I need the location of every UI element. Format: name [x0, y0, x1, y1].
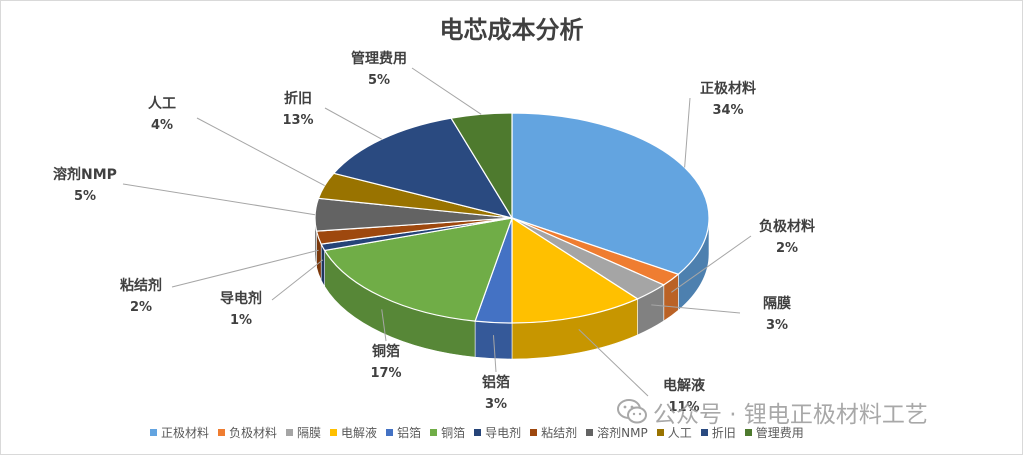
slice-label-人工: 人工	[148, 95, 176, 112]
legend-label: 电解液	[341, 425, 378, 440]
legend-item-粘结剂: 粘结剂	[530, 424, 577, 441]
slice-pct-正极材料: 34%	[712, 103, 743, 118]
pie-top	[314, 112, 710, 324]
leader-line-电解液	[578, 329, 649, 397]
leader-line-折旧	[324, 107, 382, 140]
leader-line-铜箔	[381, 309, 387, 342]
legend-label: 折旧	[711, 425, 736, 440]
slice-label-铜箔: 铜箔	[372, 343, 400, 360]
leader-line-铝箔	[492, 335, 497, 373]
legend-item-人工: 人工	[656, 424, 692, 441]
legend-swatch	[330, 428, 338, 436]
pie-slice-电解液	[511, 216, 639, 324]
slice-label-负极材料: 负极材料	[759, 218, 815, 235]
legend-label: 隔膜	[297, 425, 322, 440]
slice-pct-负极材料: 2%	[776, 241, 798, 256]
legend-swatch	[286, 428, 294, 436]
legend-label: 负极材料	[229, 425, 278, 440]
leader-line-负极材料	[671, 235, 752, 293]
slice-pct-铜箔: 17%	[370, 366, 401, 381]
leader-line-溶剂NMP	[122, 183, 316, 216]
legend-label: 溶剂NMP	[597, 425, 648, 440]
legend-swatch	[430, 428, 438, 436]
leader-line-隔膜	[651, 304, 741, 314]
pie-slice-铜箔	[323, 217, 513, 322]
slice-label-溶剂NMP: 溶剂NMP	[53, 166, 117, 183]
leader-line-人工	[196, 117, 325, 186]
leader-lines	[122, 67, 752, 397]
legend-label: 粘结剂	[541, 425, 578, 440]
legend-label: 人工	[667, 425, 692, 440]
slice-pct-电解液: 11%	[668, 400, 699, 415]
legend-label: 正极材料	[161, 425, 210, 440]
slice-label-折旧: 折旧	[284, 90, 312, 107]
watermark-text: 公众号 · 锂电正极材料工艺	[653, 402, 928, 428]
wechat-icon	[617, 399, 647, 424]
slice-label-导电剂: 导电剂	[220, 290, 262, 307]
legend-label: 导电剂	[485, 425, 522, 440]
legend-item-溶剂NMP: 溶剂NMP	[586, 424, 648, 441]
slice-labels: 正极材料 34% 负极材料 2% 隔膜 3% 电解液 11% 铝箔 3% 铜箔 17% 导电剂 1% 粘结剂…	[53, 50, 815, 415]
legend-label: 铝箔	[397, 425, 422, 440]
legend-swatch	[474, 428, 482, 436]
legend-swatch	[530, 428, 538, 436]
slice-pct-溶剂NMP: 5%	[74, 189, 96, 204]
legend-swatch	[218, 428, 226, 436]
slice-pct-导电剂: 1%	[230, 313, 252, 328]
legend-swatch	[386, 428, 394, 436]
legend-swatch	[656, 428, 664, 436]
pie-sides	[314, 217, 710, 360]
pie-slice-折旧	[332, 117, 514, 219]
legend-label: 管理费用	[755, 425, 804, 440]
slice-pct-铝箔: 3%	[485, 397, 507, 412]
chart-legend: 正极材料 负极材料 隔膜 电解液 铝箔 铜箔 导电剂 粘结剂 溶剂NMP 人工 折旧 管理费用	[150, 424, 804, 440]
slice-label-隔膜: 隔膜	[763, 295, 791, 312]
legend-swatch	[744, 428, 752, 436]
slice-label-电解液: 电解液	[663, 377, 706, 394]
leader-line-导电剂	[271, 259, 324, 301]
legend-item-负极材料: 负极材料	[218, 424, 277, 441]
chart-title: 电芯成本分析	[439, 16, 584, 44]
slice-pct-粘结剂: 2%	[130, 300, 152, 315]
legend-swatch	[700, 428, 708, 436]
leader-line-管理费用	[411, 67, 482, 115]
leader-line-正极材料	[684, 97, 691, 168]
legend-item-折旧: 折旧	[700, 424, 736, 441]
legend-item-导电剂: 导电剂	[474, 424, 521, 441]
legend-label: 铜箔	[441, 425, 466, 440]
pie-slice-管理费用	[450, 112, 513, 221]
legend-item-隔膜: 隔膜	[286, 424, 321, 441]
legend-swatch	[150, 428, 157, 436]
slice-label-正极材料: 正极材料	[700, 80, 756, 97]
slice-pct-隔膜: 3%	[766, 318, 788, 333]
leader-line-粘结剂	[171, 249, 319, 288]
legend-item-管理费用: 管理费用	[744, 424, 804, 441]
legend-item-铜箔: 铜箔	[430, 424, 465, 441]
legend-item-正极材料: 正极材料	[150, 424, 209, 441]
slice-pct-人工: 4%	[151, 118, 173, 133]
legend-item-铝箔: 铝箔	[386, 424, 421, 441]
watermark: 公众号 · 锂电正极材料工艺	[617, 395, 928, 429]
legend-item-电解液: 电解液	[330, 424, 377, 441]
slice-label-粘结剂: 粘结剂	[120, 277, 162, 294]
slice-label-铝箔: 铝箔	[482, 374, 510, 391]
slice-label-管理费用: 管理费用	[351, 50, 407, 67]
slice-pct-管理费用: 5%	[368, 73, 390, 88]
slice-pct-折旧: 13%	[282, 113, 313, 128]
legend-swatch	[586, 428, 594, 436]
